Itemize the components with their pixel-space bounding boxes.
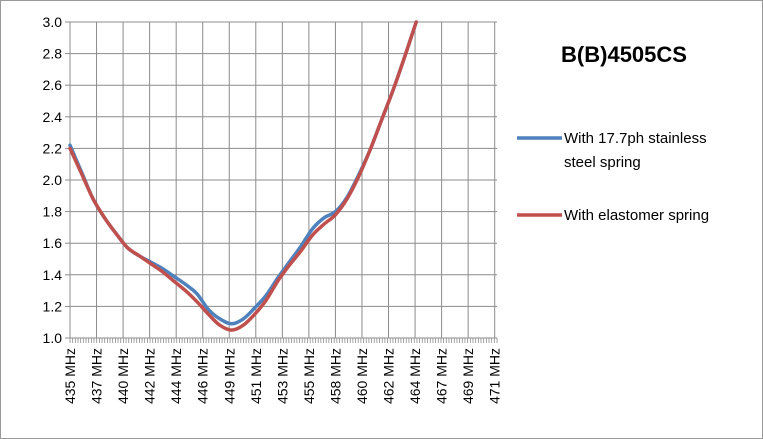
y-tick-label: 1.4 bbox=[43, 267, 63, 283]
y-tick-label: 2.4 bbox=[43, 109, 63, 125]
series-lines bbox=[68, 20, 418, 332]
y-tick-label: 2.6 bbox=[43, 77, 63, 93]
legend: With 17.7ph stainless steel spring With el… bbox=[517, 130, 709, 224]
x-tick-label: 458 MHz bbox=[327, 348, 343, 404]
y-tick-label: 1.0 bbox=[43, 330, 63, 346]
x-tick-label: 446 MHz bbox=[195, 348, 211, 404]
x-tick-label: 444 MHz bbox=[168, 348, 184, 404]
y-tick-label: 2.0 bbox=[43, 172, 63, 188]
x-tick-label: 462 MHz bbox=[381, 348, 397, 404]
x-tick-label: 453 MHz bbox=[274, 348, 290, 404]
y-tick-label: 1.8 bbox=[43, 204, 63, 220]
x-tick-label: 467 MHz bbox=[434, 348, 450, 404]
axes bbox=[65, 21, 498, 343]
legend-label-1: With 17.7ph stainless steel spring bbox=[564, 130, 707, 171]
y-tick-label: 1.2 bbox=[43, 298, 63, 314]
y-tick-label: 3.0 bbox=[43, 14, 63, 30]
y-tick-labels: 1.0 1.2 1.4 1.6 1.8 2.0 2.2 2.4 2.6 2.8 3.0 bbox=[43, 14, 63, 346]
y-tick-label: 2.8 bbox=[43, 46, 63, 62]
x-tick-label: 464 MHz bbox=[407, 348, 423, 404]
x-tick-label: 440 MHz bbox=[115, 348, 131, 404]
x-tick-label: 442 MHz bbox=[142, 348, 158, 404]
x-tick-label: 460 MHz bbox=[354, 348, 370, 404]
x-tick-labels: 435 MHz 437 MHz 440 MHz 442 MHz 444 MHz 446 M… bbox=[62, 348, 503, 404]
legend-label-2: With elastomer spring bbox=[564, 207, 709, 224]
x-tick-label: 435 MHz bbox=[62, 348, 78, 404]
series-line-2 bbox=[68, 20, 418, 332]
y-tick-label: 1.6 bbox=[43, 235, 63, 251]
chart-title: B(B)4505CS bbox=[561, 42, 687, 67]
x-tick-label: 469 MHz bbox=[460, 348, 476, 404]
x-tick-label: 455 MHz bbox=[301, 348, 317, 404]
y-tick-label: 2.2 bbox=[43, 140, 63, 156]
x-tick-label: 437 MHz bbox=[89, 348, 105, 404]
x-tick-label: 449 MHz bbox=[221, 348, 237, 404]
x-tick-label: 451 MHz bbox=[248, 348, 264, 404]
x-tick-label: 471 MHz bbox=[487, 348, 503, 404]
